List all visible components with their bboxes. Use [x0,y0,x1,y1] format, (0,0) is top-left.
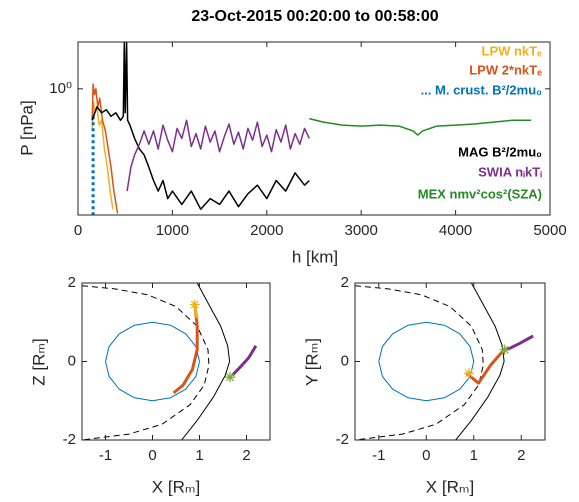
series-line [91,83,119,214]
y-tick-label: -2 [336,431,349,448]
marker [464,368,474,379]
series-line [506,334,534,352]
y-tick-label: 2 [341,274,349,291]
x-axis-label: X [Rₘ] [426,477,474,496]
series-line [231,345,258,377]
x-tick-label: 1 [470,447,478,464]
series-line [455,283,505,440]
marker [225,372,236,383]
series-line [181,283,231,440]
axes-box [77,41,551,216]
x-tick-label: 2 [242,447,250,464]
x-tick-label: 0 [148,447,156,464]
y-axis-label: Y [Rₘ] [302,338,321,386]
chart-title: 23-Oct-2015 00:20:00 to 00:58:00 [191,8,438,25]
x-tick-label: 4000 [439,222,472,239]
series-line [309,117,532,136]
x-tick-label: 2 [517,447,525,464]
y-tick-label: 0 [68,352,76,369]
series-line [465,350,504,385]
y-tick-label: -2 [63,431,76,448]
legend-entry: LPW nkTₑ [482,43,543,58]
marker [499,344,510,355]
x-tick-label: 0 [74,222,82,239]
y-tick-label: 10⁰ [49,80,72,97]
y-tick-label: 2 [68,274,76,291]
x-tick-label: -1 [99,447,112,464]
series-line [355,285,484,440]
plot-area [82,283,258,440]
series-line [82,285,210,440]
series-line [91,42,310,210]
x-tick-label: 2000 [250,222,283,239]
y-tick-label: 0 [341,352,349,369]
legend-entry: ... M. crust. B²/2mu₀ [421,82,543,97]
x-tick-label: 1000 [156,222,189,239]
x-tick-label: 3000 [345,222,378,239]
series-line [91,101,114,210]
plot-area [91,42,532,215]
x-tick-label: 0 [422,447,430,464]
x-tick-label: 5000 [533,222,566,239]
x-axis-label: h [km] [292,247,338,266]
legend-entry: MAG B²/2mu₀ [458,144,542,159]
series-line [378,321,475,402]
series-line [105,321,200,402]
y-axis-label: Z [Rₘ] [29,338,48,385]
series-line [126,119,310,192]
x-tick-label: -1 [372,447,385,464]
series-line [172,304,199,395]
legend-entry: LPW 2*nkTₑ [469,62,542,77]
x-tick-label: 1 [195,447,203,464]
plot-area [355,283,534,440]
x-axis-label: X [Rₘ] [152,477,200,496]
marker [189,299,200,310]
y-axis-label: P [nPa] [17,100,36,155]
legend-entry: SWIA nᵢkTᵢ [478,164,542,179]
legend-entry: MEX nmv²cos²(SZA) [418,186,542,201]
